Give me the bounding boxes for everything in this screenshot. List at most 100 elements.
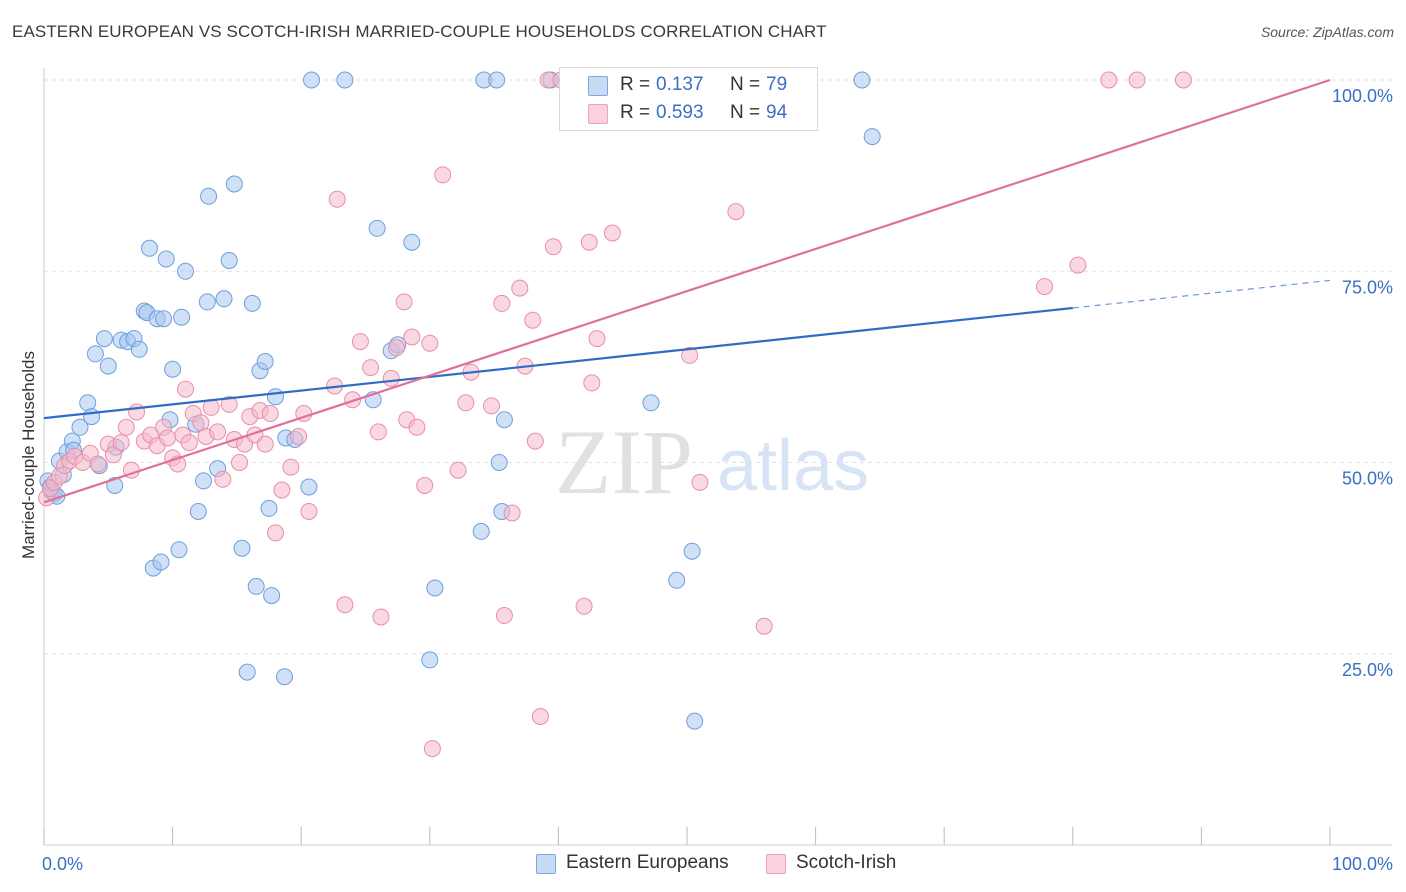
- data-point: [303, 71, 320, 89]
- data-point: [681, 346, 699, 364]
- data-point: [1069, 256, 1087, 274]
- data-point: [261, 405, 279, 422]
- data-point: [457, 394, 475, 412]
- data-point: [426, 579, 444, 597]
- data-point: [691, 473, 709, 491]
- data-point: [276, 668, 293, 686]
- data-point: [531, 708, 549, 725]
- trend-line: [43, 78, 1331, 504]
- data-point: [727, 203, 745, 221]
- data-point: [238, 663, 256, 681]
- data-point: [112, 434, 130, 452]
- data-point: [220, 395, 238, 413]
- data-point: [395, 293, 413, 311]
- data-point: [189, 503, 207, 520]
- data-point: [421, 651, 439, 669]
- legend-r-value: 0.593: [656, 102, 704, 123]
- bottom-legend-label: Eastern Europeans: [566, 852, 729, 873]
- data-point: [290, 428, 308, 445]
- data-point: [503, 504, 521, 522]
- data-point: [95, 330, 113, 348]
- data-point: [128, 403, 146, 421]
- data-point: [256, 353, 274, 370]
- data-point: [200, 187, 218, 205]
- y-tick-label: 100.0%: [1332, 86, 1393, 106]
- legend-swatch-scotch-irish: [588, 104, 608, 124]
- data-point: [155, 310, 173, 328]
- data-point: [141, 239, 158, 257]
- data-point: [372, 608, 390, 626]
- source-credit: Source: ZipAtlas.com: [1260, 24, 1394, 40]
- data-point: [157, 250, 175, 268]
- grid-lines: [44, 79, 1392, 655]
- data-point: [1100, 71, 1118, 89]
- data-point: [267, 524, 284, 542]
- data-point: [300, 478, 318, 496]
- data-point: [209, 423, 227, 441]
- data-point: [243, 294, 261, 312]
- data-point: [853, 71, 871, 89]
- legend-row-scotch-irish: R = 0.593 N = 94: [560, 101, 817, 127]
- data-point: [755, 617, 773, 635]
- y-axis-label: Married-couple Households: [19, 351, 38, 559]
- data-point: [215, 290, 233, 308]
- data-point: [387, 339, 405, 357]
- legend-n-value: 94: [766, 102, 788, 123]
- data-point: [403, 233, 421, 251]
- data-point: [164, 360, 182, 378]
- data-point: [247, 577, 265, 595]
- data-point: [214, 470, 232, 488]
- data-point: [198, 293, 216, 311]
- data-point: [863, 128, 881, 146]
- correlation-legend: R = 0.137 N = 79 R = 0.593 N = 94: [559, 67, 818, 131]
- legend-swatch-eastern-europeans: [588, 76, 608, 96]
- data-point: [423, 740, 441, 758]
- data-point: [511, 279, 529, 297]
- series-scotch-irish: [38, 71, 1192, 758]
- data-point: [490, 454, 508, 471]
- data-point: [686, 712, 704, 730]
- data-point: [403, 328, 421, 346]
- x-tick-label: 0.0%: [42, 854, 83, 874]
- data-point: [104, 446, 122, 464]
- data-point: [1174, 71, 1192, 89]
- data-point: [416, 477, 434, 494]
- data-point: [267, 388, 284, 406]
- data-point: [328, 190, 346, 208]
- data-point: [177, 380, 194, 398]
- data-point: [362, 359, 380, 377]
- data-point: [263, 587, 281, 605]
- data-point: [369, 423, 387, 441]
- data-point: [220, 252, 238, 269]
- data-point: [580, 233, 598, 251]
- data-point: [300, 503, 318, 520]
- data-point: [336, 71, 354, 89]
- data-point: [683, 542, 701, 560]
- data-point: [86, 345, 104, 363]
- data-point: [336, 596, 354, 614]
- data-point: [493, 294, 511, 312]
- data-point: [642, 394, 660, 412]
- bottom-legend-label: Scotch-Irish: [796, 852, 897, 873]
- bottom-legend-swatch-scotch-irish: [766, 854, 786, 874]
- legend-n-label: N =: [730, 74, 761, 95]
- data-point: [434, 166, 452, 184]
- data-point: [575, 597, 593, 615]
- data-point: [1036, 278, 1053, 296]
- legend-n-label: N =: [730, 102, 761, 123]
- y-tick-label: 25.0%: [1342, 660, 1393, 680]
- data-point: [588, 330, 606, 348]
- trend-line: [43, 306, 1073, 420]
- data-point: [99, 357, 117, 375]
- data-point: [495, 411, 513, 429]
- legend-r-label: R =: [620, 102, 651, 123]
- data-point: [231, 454, 248, 471]
- legend-r-value: 0.137: [656, 74, 704, 95]
- data-point: [89, 455, 107, 473]
- data-point: [256, 435, 274, 453]
- data-point: [170, 541, 188, 559]
- data-point: [177, 262, 194, 280]
- legend-n-value: 79: [766, 74, 788, 95]
- watermark-atlas: atlas: [717, 426, 869, 506]
